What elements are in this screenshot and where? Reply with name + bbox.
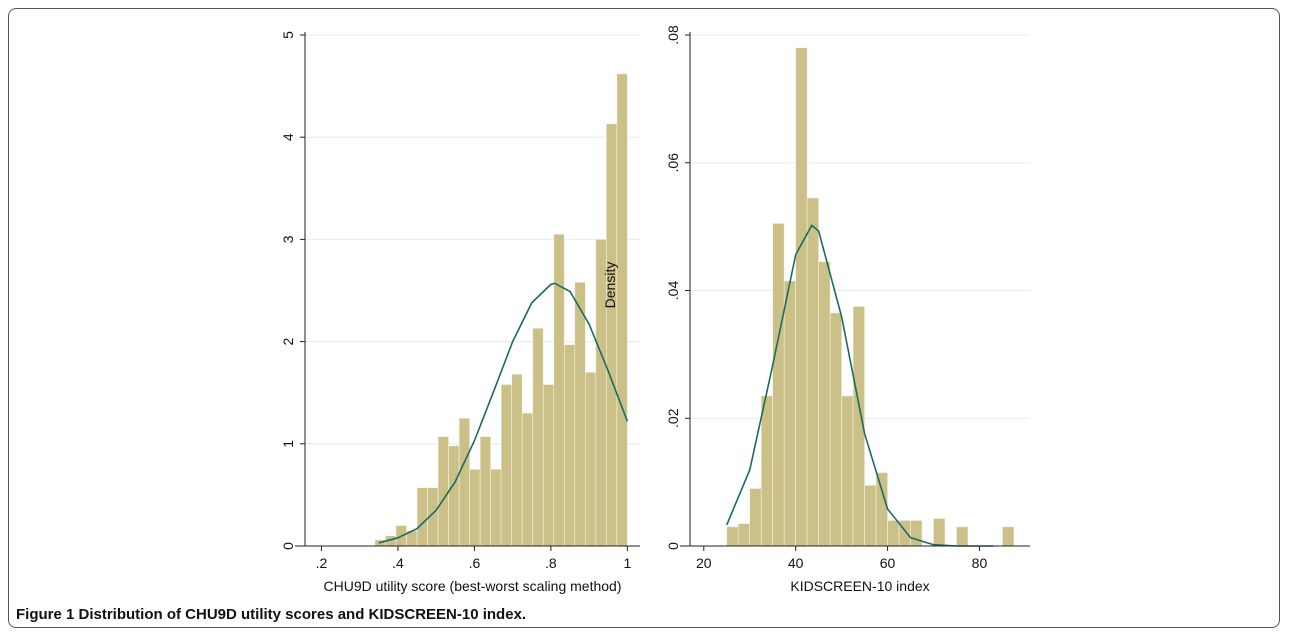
y-tick-label: .02: [665, 408, 681, 428]
bar: [864, 485, 877, 547]
x-axis-label: CHU9D utility score (best-worst scaling …: [324, 578, 622, 594]
x-axis-label: KIDSCREEN-10 index: [790, 578, 929, 594]
bar: [416, 487, 428, 547]
x-tick-label: .8: [545, 555, 557, 571]
bar: [616, 73, 628, 547]
bar: [910, 520, 923, 547]
x-tick-label: 40: [788, 555, 804, 571]
caption: Figure 1 Distribution of CHU9D utility s…: [16, 606, 527, 623]
bar: [818, 261, 831, 547]
y-tick-label: 4: [280, 133, 296, 141]
x-tick-label: .6: [469, 555, 481, 571]
bar: [737, 523, 751, 547]
bar: [511, 374, 523, 547]
x-tick-label: 20: [696, 555, 712, 571]
y-tick-label: 1: [280, 440, 296, 448]
bar: [563, 344, 576, 547]
bar: [500, 384, 512, 547]
bar: [875, 472, 888, 547]
bar: [783, 280, 796, 547]
y-tick-label: 3: [280, 235, 296, 243]
bar: [532, 328, 544, 547]
figure-frame: [8, 8, 1280, 628]
bar: [956, 526, 969, 547]
y-tick-label: 5: [280, 31, 296, 39]
y-tick-label: 0: [280, 542, 296, 550]
bar: [469, 469, 481, 547]
bar: [479, 436, 491, 547]
bar: [806, 197, 819, 547]
y-tick-label: 2: [280, 337, 296, 345]
y-tick-label: .04: [665, 281, 681, 301]
bar: [760, 395, 774, 547]
bar: [726, 526, 739, 547]
bar: [887, 520, 900, 547]
x-tick-label: .4: [392, 555, 404, 571]
bar: [829, 312, 842, 547]
bar: [448, 445, 460, 547]
y-axis-label: Density: [602, 262, 618, 309]
y-tick-label: .06: [665, 153, 681, 173]
bar: [542, 384, 555, 547]
bar: [772, 223, 785, 547]
bar: [553, 233, 565, 547]
bar: [437, 436, 449, 547]
y-tick-label: 0: [665, 542, 681, 550]
bar: [933, 518, 946, 547]
bar: [749, 488, 762, 547]
x-tick-label: .2: [316, 555, 328, 571]
x-tick-label: 1: [623, 555, 631, 571]
bar: [795, 47, 808, 547]
bar: [490, 469, 502, 547]
bar: [585, 371, 597, 547]
x-tick-label: 80: [972, 555, 988, 571]
bar: [606, 123, 618, 547]
bar: [574, 282, 586, 547]
x-tick-label: 60: [880, 555, 896, 571]
density-curve: [378, 282, 629, 544]
bar: [521, 412, 534, 547]
bar: [458, 417, 470, 547]
bar: [841, 395, 854, 547]
bar: [1002, 526, 1015, 547]
y-tick-label: .08: [665, 25, 681, 45]
